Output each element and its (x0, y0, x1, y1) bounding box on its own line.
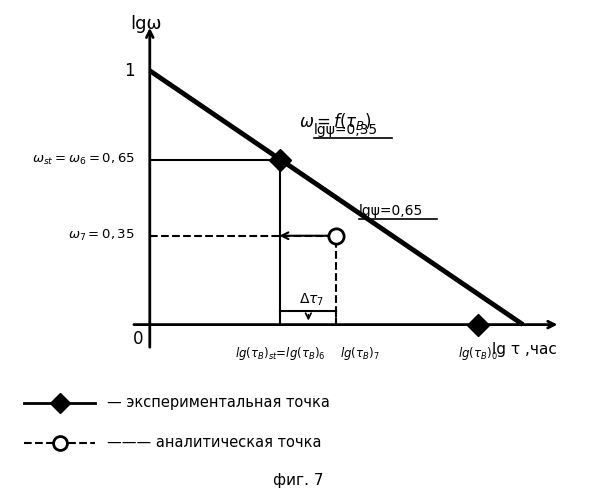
Text: $\omega_{st}=\omega_6=0,65$: $\omega_{st}=\omega_6=0,65$ (32, 152, 135, 167)
Text: lgψ=0,35: lgψ=0,35 (314, 122, 378, 136)
Text: фиг. 7: фиг. 7 (273, 472, 323, 488)
Text: lgψ=0,65: lgψ=0,65 (359, 204, 423, 218)
Text: $\Delta\tau_7$: $\Delta\tau_7$ (299, 292, 325, 308)
Text: lgω: lgω (131, 14, 162, 32)
Text: 0: 0 (134, 330, 144, 347)
Text: 1: 1 (124, 62, 135, 80)
Text: ——— аналитическая точка: ——— аналитическая точка (107, 435, 322, 450)
Text: — экспериментальная точка: — экспериментальная точка (107, 395, 330, 410)
Text: $lg(\tau_B)_0$: $lg(\tau_B)_0$ (458, 345, 498, 362)
Text: $\omega=f(\tau_B)$: $\omega=f(\tau_B)$ (299, 111, 371, 132)
Text: $\omega_7=0,35$: $\omega_7=0,35$ (68, 228, 135, 244)
Text: $lg(\tau_B)_7$: $lg(\tau_B)_7$ (340, 345, 380, 362)
Text: $lg(\tau_B)_{st}$=$lg(\tau_B)_6$: $lg(\tau_B)_{st}$=$lg(\tau_B)_6$ (235, 345, 325, 362)
Text: lg τ ,час: lg τ ,час (492, 342, 557, 357)
